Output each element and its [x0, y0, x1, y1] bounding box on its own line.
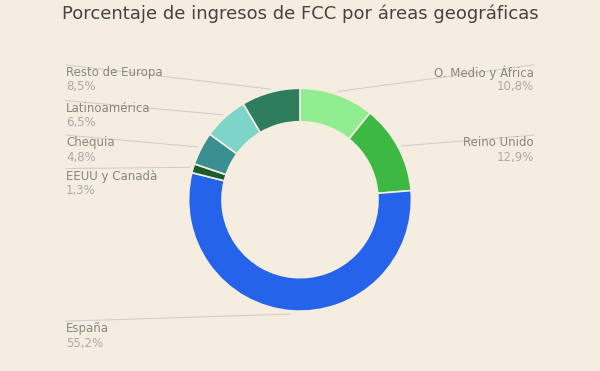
- Text: 10,8%: 10,8%: [497, 81, 534, 93]
- Wedge shape: [192, 164, 226, 181]
- Text: O. Medio y África: O. Medio y África: [434, 66, 534, 81]
- Text: Reino Unido: Reino Unido: [463, 136, 534, 149]
- Text: 6,5%: 6,5%: [66, 116, 96, 129]
- Wedge shape: [349, 113, 411, 193]
- Text: 12,9%: 12,9%: [497, 151, 534, 164]
- Text: Resto de Europa: Resto de Europa: [66, 66, 163, 79]
- Wedge shape: [300, 88, 370, 139]
- Text: Latinoamérica: Latinoamérica: [66, 102, 151, 115]
- Wedge shape: [243, 88, 300, 132]
- Text: 8,5%: 8,5%: [66, 81, 95, 93]
- Title: Porcentaje de ingresos de FCC por áreas geográficas: Porcentaje de ingresos de FCC por áreas …: [62, 4, 538, 23]
- Text: EEUU y Canadà: EEUU y Canadà: [66, 170, 157, 183]
- Text: 1,3%: 1,3%: [66, 184, 96, 197]
- Text: Chequia: Chequia: [66, 136, 115, 149]
- Text: 4,8%: 4,8%: [66, 151, 96, 164]
- Wedge shape: [188, 173, 412, 311]
- Text: 55,2%: 55,2%: [66, 337, 103, 350]
- Wedge shape: [210, 104, 260, 154]
- Text: España: España: [66, 322, 109, 335]
- Wedge shape: [194, 134, 237, 175]
